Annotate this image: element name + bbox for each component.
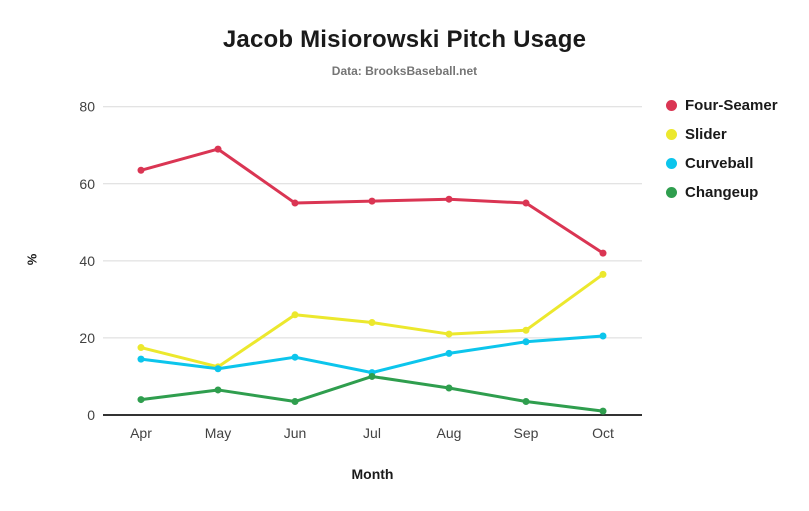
x-tick-label-jun: Jun	[284, 425, 307, 441]
series-line-changeup	[139, 374, 605, 413]
data-point-four-seamer-oct	[599, 249, 607, 257]
data-point-four-seamer-jul	[368, 197, 376, 205]
x-tick-label-sep: Sep	[514, 425, 539, 441]
y-tick-label: 60	[79, 176, 95, 192]
chart-subtitle: Data: BrooksBaseball.net	[331, 64, 478, 78]
legend-swatch-icon	[666, 187, 677, 198]
legend-label: Slider	[685, 126, 727, 143]
data-point-changeup-apr	[137, 396, 145, 404]
legend-item-slider: Slider	[666, 124, 778, 145]
legend-swatch-icon	[666, 100, 677, 111]
data-point-slider-apr	[137, 344, 145, 352]
data-point-four-seamer-aug	[445, 195, 453, 203]
y-axis-title: %	[24, 253, 40, 266]
legend-label: Four-Seamer	[685, 97, 778, 114]
data-point-four-seamer-jun	[291, 199, 299, 207]
data-point-changeup-aug	[445, 384, 453, 392]
data-point-slider-jul	[368, 319, 376, 327]
x-axis-title: Month	[351, 466, 394, 482]
data-point-changeup-oct	[599, 407, 607, 415]
data-point-slider-jun	[291, 311, 299, 319]
data-point-slider-sep	[522, 326, 530, 334]
legend-swatch-icon	[666, 129, 677, 140]
data-point-slider-oct	[599, 270, 607, 278]
y-tick-label: 20	[79, 330, 95, 346]
data-point-curveball-may	[214, 365, 222, 373]
legend-label: Curveball	[685, 155, 754, 172]
data-point-curveball-apr	[137, 355, 145, 363]
legend: Four-Seamer Slider Curveball Changeup	[666, 95, 778, 211]
x-tick-label-may: May	[205, 425, 231, 441]
data-point-changeup-jul	[368, 372, 376, 380]
data-point-four-seamer-apr	[137, 166, 145, 174]
legend-item-changeup: Changeup	[666, 182, 778, 203]
data-point-changeup-jun	[291, 398, 299, 406]
data-point-curveball-oct	[599, 332, 607, 340]
data-point-changeup-sep	[522, 398, 530, 406]
legend-label: Changeup	[685, 184, 759, 201]
x-tick-label-apr: Apr	[130, 425, 152, 441]
legend-swatch-icon	[666, 158, 677, 169]
y-tick-label: 0	[87, 407, 95, 423]
x-tick-label-jul: Jul	[363, 425, 381, 441]
data-point-curveball-aug	[445, 349, 453, 357]
legend-item-curveball: Curveball	[666, 153, 778, 174]
x-tick-label-oct: Oct	[592, 425, 614, 441]
x-tick-label-aug: Aug	[437, 425, 462, 441]
legend-item-four-seamer: Four-Seamer	[666, 95, 778, 116]
data-point-slider-aug	[445, 330, 453, 338]
data-point-four-seamer-sep	[522, 199, 530, 207]
y-tick-label: 40	[79, 253, 95, 269]
series-line-curveball	[139, 334, 605, 375]
data-point-curveball-sep	[522, 338, 530, 346]
data-point-changeup-may	[214, 386, 222, 394]
chart-title: Jacob Misiorowski Pitch Usage	[222, 26, 587, 53]
data-point-four-seamer-may	[214, 145, 222, 153]
y-tick-label: 80	[79, 99, 95, 115]
data-point-curveball-jun	[291, 353, 299, 361]
